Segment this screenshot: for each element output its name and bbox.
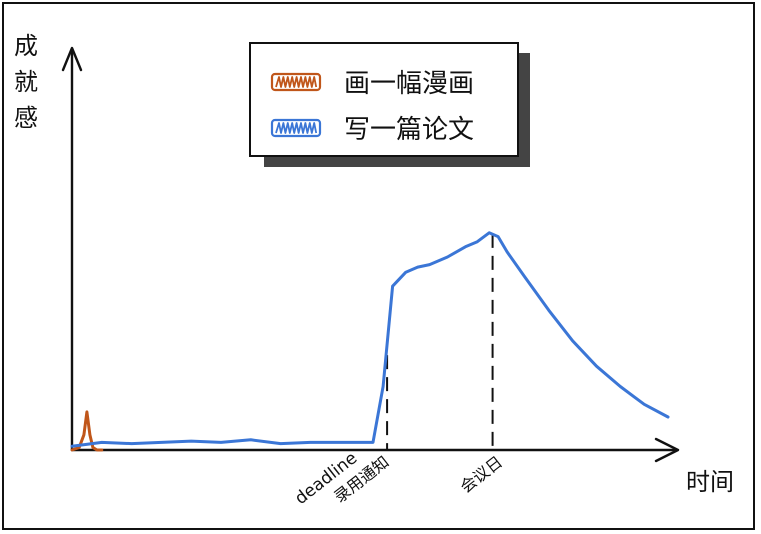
y-axis-label-char: 感 xyxy=(14,104,38,132)
axes xyxy=(61,46,680,463)
legend-swatch-scribble-1 xyxy=(275,122,318,134)
y-axis-arrowhead xyxy=(61,46,83,72)
y-axis-label: 成就感 xyxy=(14,32,38,132)
x-axis-arrowhead xyxy=(654,437,680,463)
y-axis-label-char: 就 xyxy=(14,68,38,96)
x-axis-label: 时间 xyxy=(686,468,734,496)
legend-swatch-1 xyxy=(270,118,322,138)
legend-label-0: 画一幅漫画 xyxy=(344,69,474,99)
series-layer xyxy=(70,231,670,452)
annotation-label-conference-day: 会议日 xyxy=(457,452,507,497)
legend-label-1: 写一篇论文 xyxy=(344,115,474,145)
y-axis-label-char: 成 xyxy=(14,32,38,60)
chart-frame xyxy=(2,2,755,530)
legend-swatch-scribble-0 xyxy=(275,76,318,88)
series-line-1 xyxy=(70,231,670,448)
legend-swatch-box-1 xyxy=(270,118,322,138)
legend-box xyxy=(249,42,519,157)
annotation-guides xyxy=(386,233,494,450)
legend-swatch-0 xyxy=(270,72,322,92)
legend-swatch-box-0 xyxy=(270,72,322,92)
